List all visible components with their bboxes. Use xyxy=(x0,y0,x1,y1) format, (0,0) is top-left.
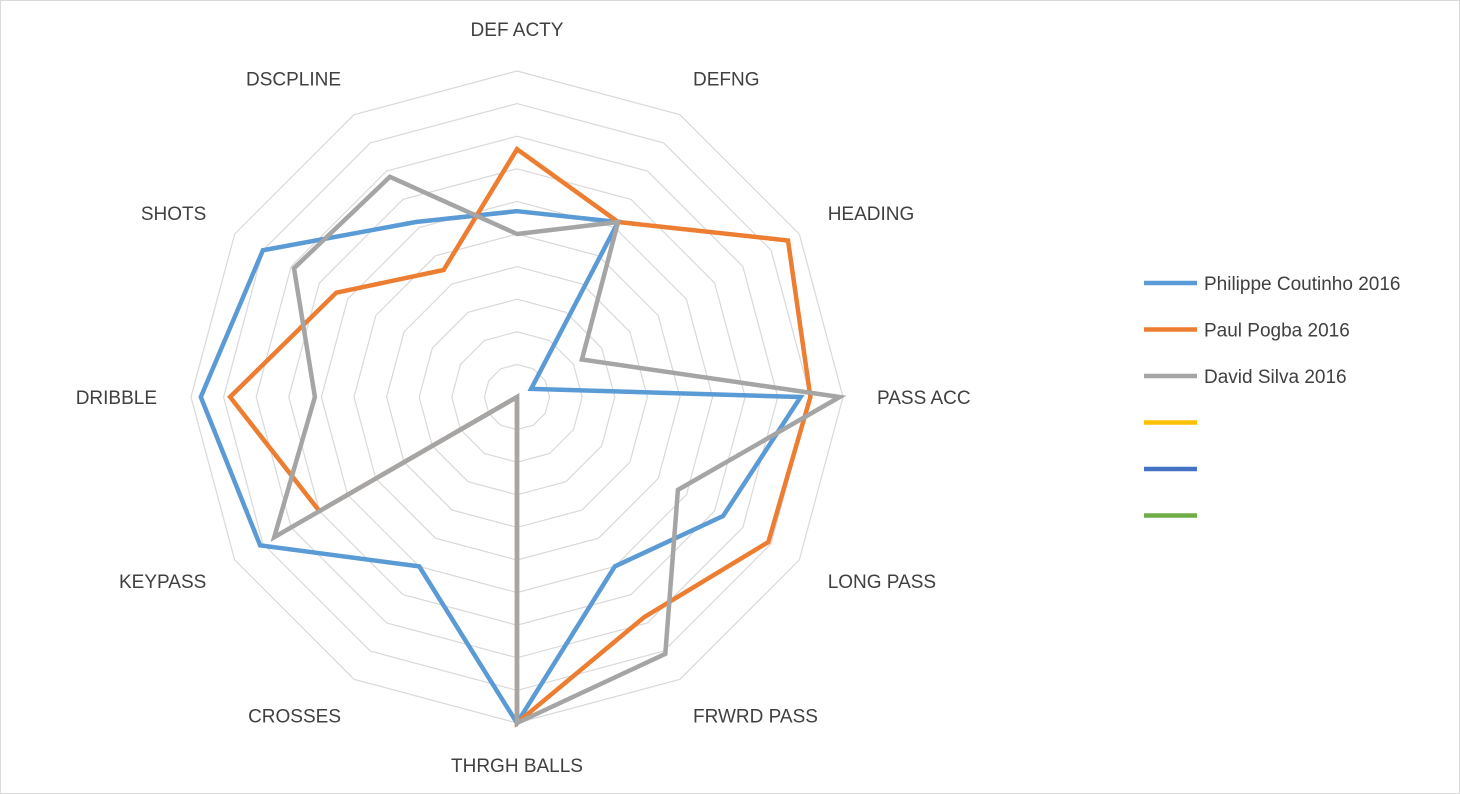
axis-label: HEADING xyxy=(828,204,915,225)
legend-label: Paul Pogba 2016 xyxy=(1204,321,1350,342)
axis-label: FRWRD PASS xyxy=(693,707,818,728)
series-line-2 xyxy=(270,174,847,727)
axis-label: KEYPASS xyxy=(119,572,206,593)
axis-label: DEFNG xyxy=(693,69,760,90)
axis-label: LONG PASS xyxy=(828,572,936,593)
axis-label: DSCPLINE xyxy=(246,69,341,90)
axis-label: DEF ACTY xyxy=(471,20,564,41)
legend-label: Philippe Coutinho 2016 xyxy=(1204,274,1401,295)
axis-labels: DEF ACTY DEFNG HEADING PASS ACC LONG PASS FRW… xyxy=(76,20,971,777)
series-line-0 xyxy=(198,208,805,728)
axis-label: SHOTS xyxy=(141,204,206,225)
axis-label: CROSSES xyxy=(248,707,341,728)
axis-label: DRIBBLE xyxy=(76,388,157,409)
axis-label: PASS ACC xyxy=(877,388,971,409)
series-group xyxy=(198,145,847,728)
legend-label: David Silva 2016 xyxy=(1204,367,1347,388)
legend: Philippe Coutinho 2016 Paul Pogba 2016 Dav… xyxy=(1144,274,1401,518)
axis-label: THRGH BALLS xyxy=(451,756,583,777)
